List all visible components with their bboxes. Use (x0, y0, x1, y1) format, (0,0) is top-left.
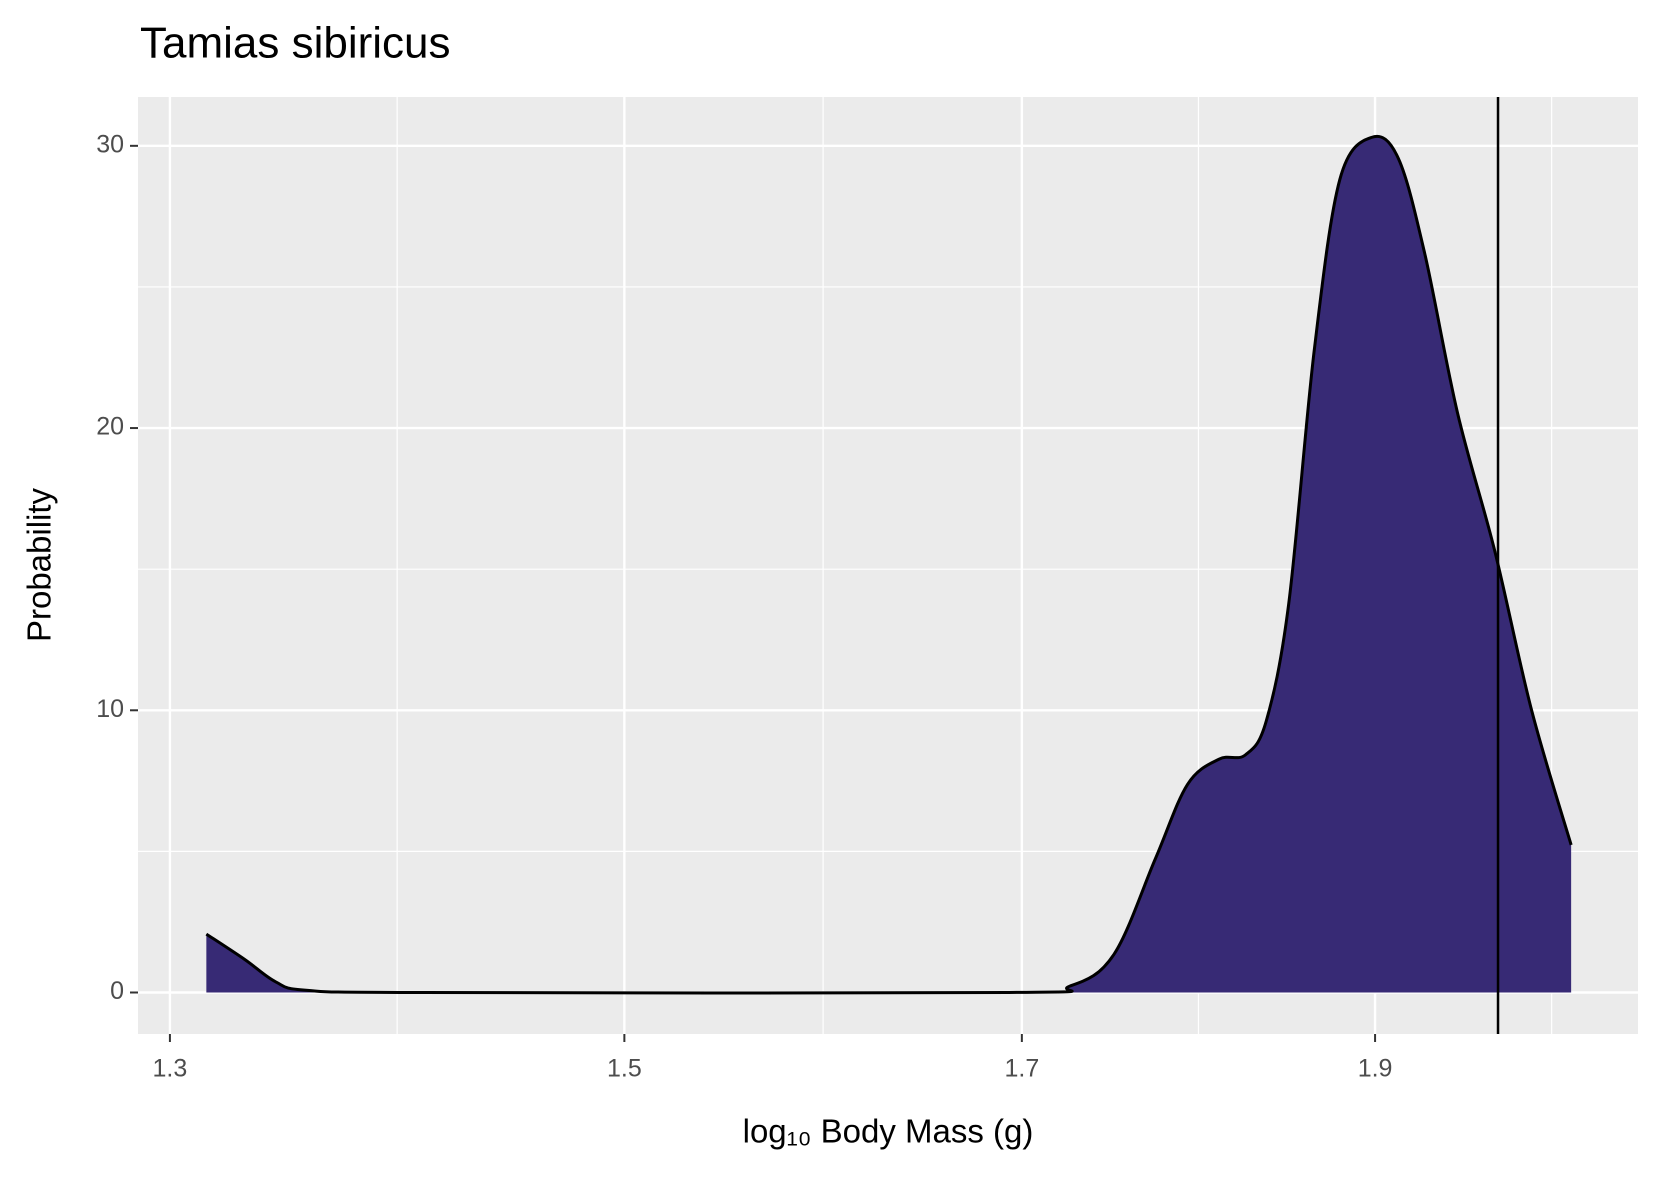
x-tick-label: 1.3 (153, 1055, 188, 1083)
x-axis-title: log₁₀ Body Mass (g) (743, 1113, 1034, 1150)
y-tick-label: 10 (96, 695, 124, 723)
density-line (205, 134, 1573, 995)
y-tick-label: 0 (110, 977, 124, 1005)
x-tick-label: 1.7 (1004, 1055, 1039, 1083)
x-tick-label: 1.5 (607, 1055, 642, 1083)
y-axis-title: Probability (21, 487, 58, 642)
y-tick-label: 20 (96, 413, 124, 441)
y-tick-label: 30 (96, 130, 124, 158)
density-area (206, 136, 1572, 994)
chart-title: Tamias sibiricus (140, 19, 451, 68)
x-tick-label: 1.9 (1358, 1055, 1393, 1083)
marks (205, 97, 1573, 1034)
